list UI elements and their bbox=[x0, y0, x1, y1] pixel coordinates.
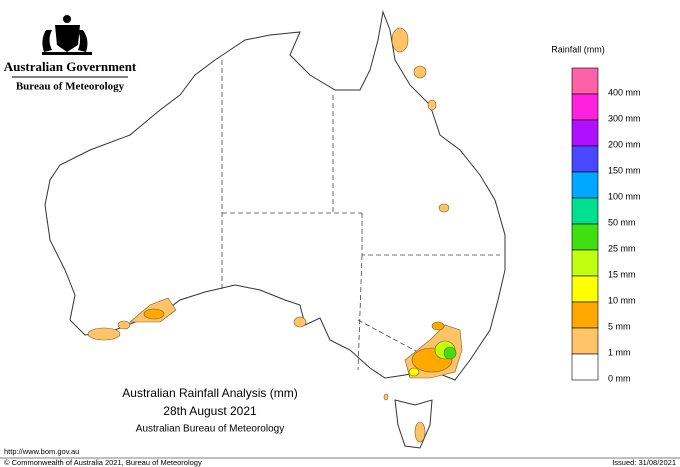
title-line-1: Australian Rainfall Analysis (mm) bbox=[122, 386, 297, 400]
legend-swatch bbox=[571, 119, 599, 147]
copyright: © Commonwealth of Australia 2021, Bureau… bbox=[4, 458, 202, 467]
legend-swatch bbox=[571, 301, 599, 329]
title-line-2: 28th August 2021 bbox=[163, 404, 257, 418]
legend-label: 150 mm bbox=[608, 165, 641, 175]
legend-swatch bbox=[571, 93, 599, 121]
bureau: Bureau of Meteorology bbox=[16, 81, 125, 93]
rain-areas bbox=[87, 27, 463, 443]
legend-swatch bbox=[571, 327, 599, 355]
mainland bbox=[44, 10, 506, 381]
legend-label: 50 mm bbox=[608, 217, 636, 227]
legend-label: 15 mm bbox=[608, 269, 636, 279]
legend-swatch bbox=[571, 275, 599, 303]
legend-label: 25 mm bbox=[608, 243, 636, 253]
legend-label: 100 mm bbox=[608, 191, 641, 201]
legend-label: 1 mm bbox=[608, 347, 631, 357]
legend-swatch bbox=[571, 353, 599, 381]
legend-swatch bbox=[571, 249, 599, 277]
legend-swatch bbox=[571, 67, 599, 95]
legend-label: 300 mm bbox=[608, 113, 641, 123]
legend-label: 10 mm bbox=[608, 295, 636, 305]
legend-title: Rainfall (mm) bbox=[551, 44, 605, 54]
issued: Issued: 31/08/2021 bbox=[612, 458, 676, 467]
legend-label: 5 mm bbox=[608, 321, 631, 331]
legend-swatch bbox=[571, 197, 599, 225]
agency: Australian Government bbox=[4, 59, 137, 74]
legend-swatch bbox=[571, 145, 599, 173]
legend-swatch bbox=[571, 223, 599, 251]
legend-label: 200 mm bbox=[608, 139, 641, 149]
url: http://www.bom.gov.au bbox=[4, 447, 79, 456]
crest bbox=[42, 15, 92, 55]
legend-label: 400 mm bbox=[608, 87, 641, 97]
legend-swatch bbox=[571, 171, 599, 199]
legend-label: 0 mm bbox=[608, 373, 631, 383]
legend: 400 mm 300 mm 200 mm 150 mm 100 mm 50 mm 25 mm… bbox=[571, 67, 641, 383]
title-line-3: Australian Bureau of Meteorology bbox=[136, 424, 284, 435]
